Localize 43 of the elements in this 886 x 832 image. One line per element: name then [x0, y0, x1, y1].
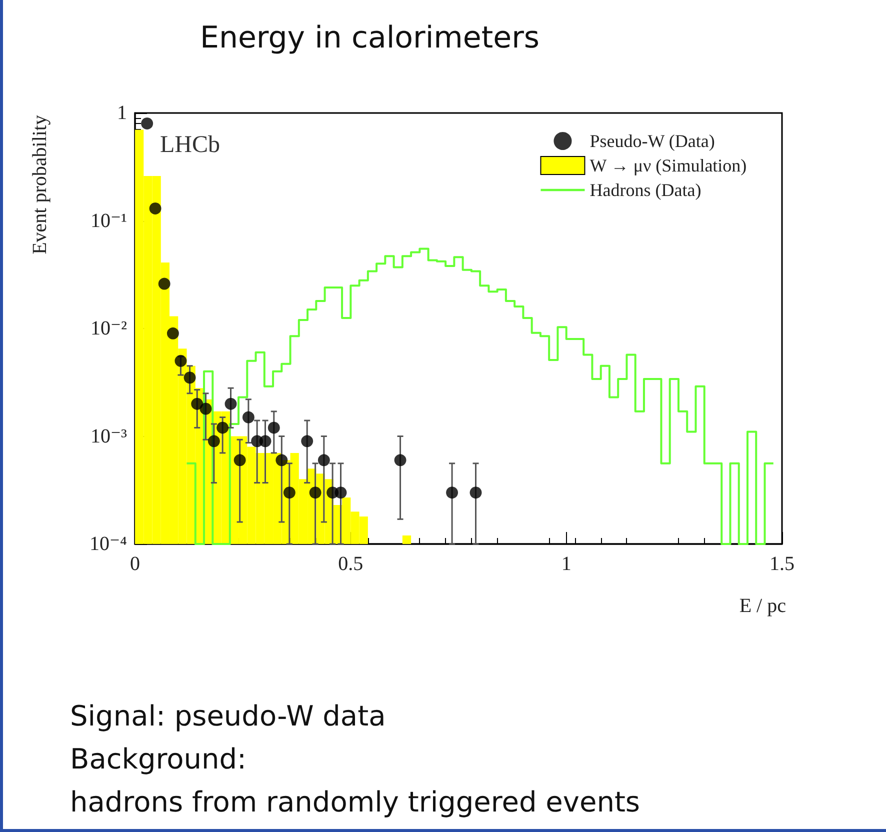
y-tick-label: 10⁻² [90, 318, 127, 340]
point [184, 372, 196, 384]
point [470, 486, 482, 499]
point [216, 422, 229, 434]
y-tick-label: 10⁻⁴ [89, 533, 128, 555]
point [276, 454, 288, 466]
legend-label: W → μν (Simulation) [590, 156, 747, 176]
y-tick-label: 10⁻³ [90, 425, 127, 448]
point [394, 454, 406, 466]
point [174, 354, 187, 367]
point [318, 454, 330, 466]
point [166, 327, 179, 340]
text: hadrons from randomly triggered events [70, 786, 640, 818]
y-tick-label: 1 [117, 102, 127, 124]
point [446, 486, 458, 499]
point [283, 486, 296, 499]
point [158, 278, 170, 290]
x-axis-title: E / pc [739, 595, 786, 617]
x-tick-label: 1.5 [770, 553, 794, 575]
point [259, 435, 272, 448]
legend-label: Hadrons (Data) [590, 180, 702, 200]
y-tick-label: 10⁻¹ [90, 210, 127, 232]
point [234, 454, 246, 466]
annotation: LHCb [160, 132, 220, 158]
point [242, 411, 254, 424]
x-tick-label: 1 [561, 553, 572, 575]
y-axis-title: Event probability [29, 115, 51, 254]
text: Signal: pseudo-W data [70, 700, 386, 732]
chart-title: Energy in calorimeters [200, 20, 540, 56]
point [301, 435, 314, 448]
point [268, 422, 280, 434]
point [191, 398, 204, 410]
point [309, 486, 322, 499]
x-tick-label: 0.5 [338, 553, 364, 575]
point [334, 486, 347, 499]
text: Background: [70, 742, 246, 776]
point [224, 398, 237, 410]
point [149, 202, 162, 214]
x-tick-label: 0 [130, 553, 140, 575]
point [208, 435, 220, 448]
point [200, 402, 212, 415]
point [141, 117, 154, 130]
legend-label: Pseudo-W (Data) [590, 131, 715, 151]
